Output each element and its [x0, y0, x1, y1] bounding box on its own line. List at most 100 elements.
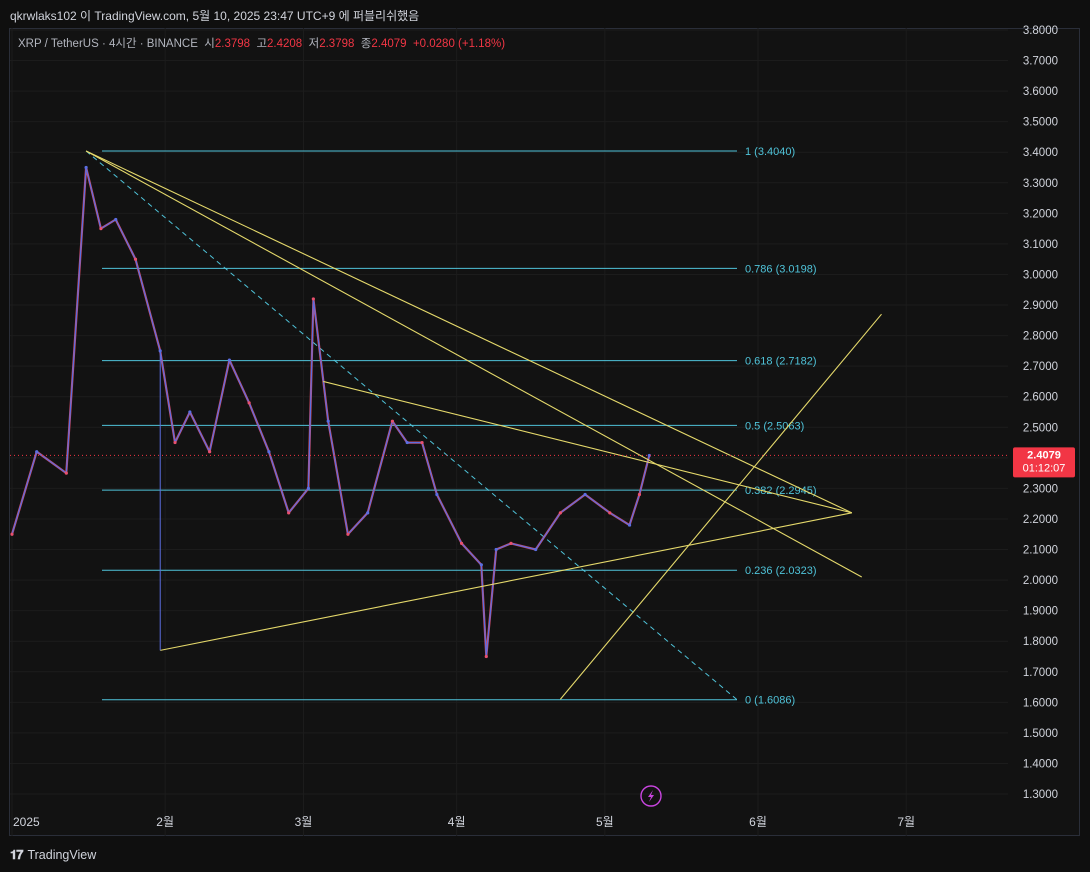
- fib-level-label: 1 (3.4040): [745, 146, 795, 158]
- publish-info: qkrwlaks102 이 TradingView.com, 5월 10, 20…: [10, 9, 420, 23]
- price-point: [583, 492, 587, 497]
- y-tick-label: 3.1000: [1023, 239, 1058, 251]
- x-tick-label: 3월: [295, 815, 313, 829]
- y-tick-label: 1.5000: [1023, 728, 1058, 740]
- y-tick-label: 3.3000: [1023, 178, 1058, 190]
- price-point: [188, 410, 192, 414]
- y-tick-label: 1.7000: [1023, 667, 1058, 679]
- price-point: [306, 486, 311, 490]
- price-point: [287, 511, 291, 515]
- low-value: 2.3798: [319, 38, 355, 50]
- x-tick-label: 4월: [448, 815, 466, 829]
- x-tick-label: 2025: [13, 815, 40, 829]
- symbol-legend: XRP / TetherUS · 4시간 · BINANCE 시2.3798 고…: [18, 35, 505, 51]
- current-price-tag[interactable]: [1013, 447, 1075, 478]
- x-tick-label: 5월: [596, 815, 614, 829]
- trendline[interactable]: [323, 380, 853, 514]
- price-point: [494, 547, 498, 552]
- close-value: 2.4079: [371, 38, 407, 50]
- low-label: 저: [308, 38, 320, 50]
- price-point: [484, 654, 488, 659]
- brand-name: TradingView: [27, 848, 97, 862]
- price-point: [637, 492, 642, 497]
- price-point: [173, 440, 177, 445]
- price-point: [267, 450, 271, 454]
- y-tick-label: 2.6000: [1023, 392, 1058, 404]
- price-point: [247, 401, 251, 405]
- trendline[interactable]: [559, 313, 882, 700]
- price-point: [99, 227, 103, 231]
- y-tick-label: 1.4000: [1023, 758, 1058, 770]
- y-tick-label: 2.3000: [1023, 483, 1058, 495]
- price-point: [390, 419, 395, 423]
- fib-level-label: 0 (1.6086): [745, 695, 795, 707]
- trendline[interactable]: [160, 512, 852, 651]
- price-point: [133, 257, 138, 261]
- y-tick-label: 1.3000: [1023, 789, 1058, 801]
- current-price-value: 2.4079: [1027, 449, 1061, 461]
- tradingview-brand[interactable]: 𝟏𝟕 TradingView: [10, 847, 96, 863]
- y-tick-label: 1.9000: [1023, 606, 1058, 618]
- lightning-bolt-glyph: [648, 790, 654, 802]
- price-point: [64, 471, 68, 475]
- price-point: [227, 358, 231, 362]
- price-point: [84, 165, 88, 170]
- price-point: [311, 297, 315, 301]
- price-point: [627, 523, 632, 527]
- price-point: [346, 532, 350, 536]
- price-point: [326, 419, 330, 423]
- open-label: 시: [204, 38, 215, 50]
- y-tick-label: 1.8000: [1023, 636, 1058, 648]
- fib-level-label: 0.618 (2.7182): [745, 356, 817, 368]
- y-tick-label: 2.9000: [1023, 300, 1058, 312]
- trendline[interactable]: [85, 150, 853, 514]
- close-label: 종: [360, 38, 372, 50]
- price-point: [366, 511, 370, 515]
- y-tick-label: 2.2000: [1023, 514, 1058, 526]
- x-tick-label: 7월: [897, 815, 915, 829]
- y-tick-label: 3.0000: [1023, 269, 1058, 281]
- price-point: [208, 450, 212, 454]
- chart-frame[interactable]: [9, 28, 1080, 836]
- fib-level-label: 0.236 (2.0323): [745, 565, 817, 577]
- y-tick-label: 2.8000: [1023, 331, 1058, 343]
- price-point: [420, 440, 424, 445]
- open-value: 2.3798: [214, 38, 251, 50]
- price-point: [608, 511, 612, 515]
- bar-countdown: 01:12:07: [1023, 462, 1066, 474]
- y-tick-label: 1.6000: [1023, 697, 1058, 709]
- x-tick-label: 2월: [156, 815, 174, 829]
- publish-bar: qkrwlaks102 이 TradingView.com, 5월 10, 20…: [0, 0, 1090, 28]
- price-point: [435, 492, 439, 497]
- high-label: 고: [256, 38, 268, 50]
- price-point: [10, 532, 14, 536]
- price-series-down: [10, 166, 651, 658]
- high-value: 2.4208: [267, 38, 303, 50]
- price-series-line[interactable]: [11, 166, 650, 658]
- trendline[interactable]: [85, 150, 863, 578]
- price-point: [647, 453, 651, 458]
- price-point: [558, 511, 562, 515]
- fib-level-label: 0.5 (2.5063): [745, 420, 804, 432]
- tradingview-logo-icon: 𝟏𝟕: [10, 847, 24, 862]
- y-tick-label: 2.5000: [1023, 422, 1058, 434]
- price-point: [509, 541, 513, 546]
- x-tick-label: 6월: [749, 815, 767, 829]
- change-value: +0.0280 (+1.18%): [412, 38, 506, 50]
- y-tick-label: 2.7000: [1023, 361, 1058, 373]
- lightning-bolt-icon[interactable]: [640, 785, 662, 807]
- symbol-name[interactable]: XRP / TetherUS · 4시간 · BINANCE: [18, 38, 198, 50]
- y-tick-label: 3.2000: [1023, 208, 1058, 220]
- y-tick-label: 3.5000: [1023, 117, 1058, 129]
- fib-level-label: 0.786 (3.0198): [745, 263, 817, 275]
- y-tick-label: 2.0000: [1023, 575, 1058, 587]
- y-tick-label: 3.8000: [1023, 25, 1058, 37]
- fib-trend-dashed-line[interactable]: [85, 150, 738, 701]
- price-point: [405, 440, 409, 445]
- y-tick-label: 3.6000: [1023, 86, 1058, 98]
- price-point: [114, 217, 118, 222]
- y-tick-label: 2.1000: [1023, 545, 1058, 557]
- price-point: [35, 450, 39, 454]
- y-tick-label: 3.7000: [1023, 56, 1058, 68]
